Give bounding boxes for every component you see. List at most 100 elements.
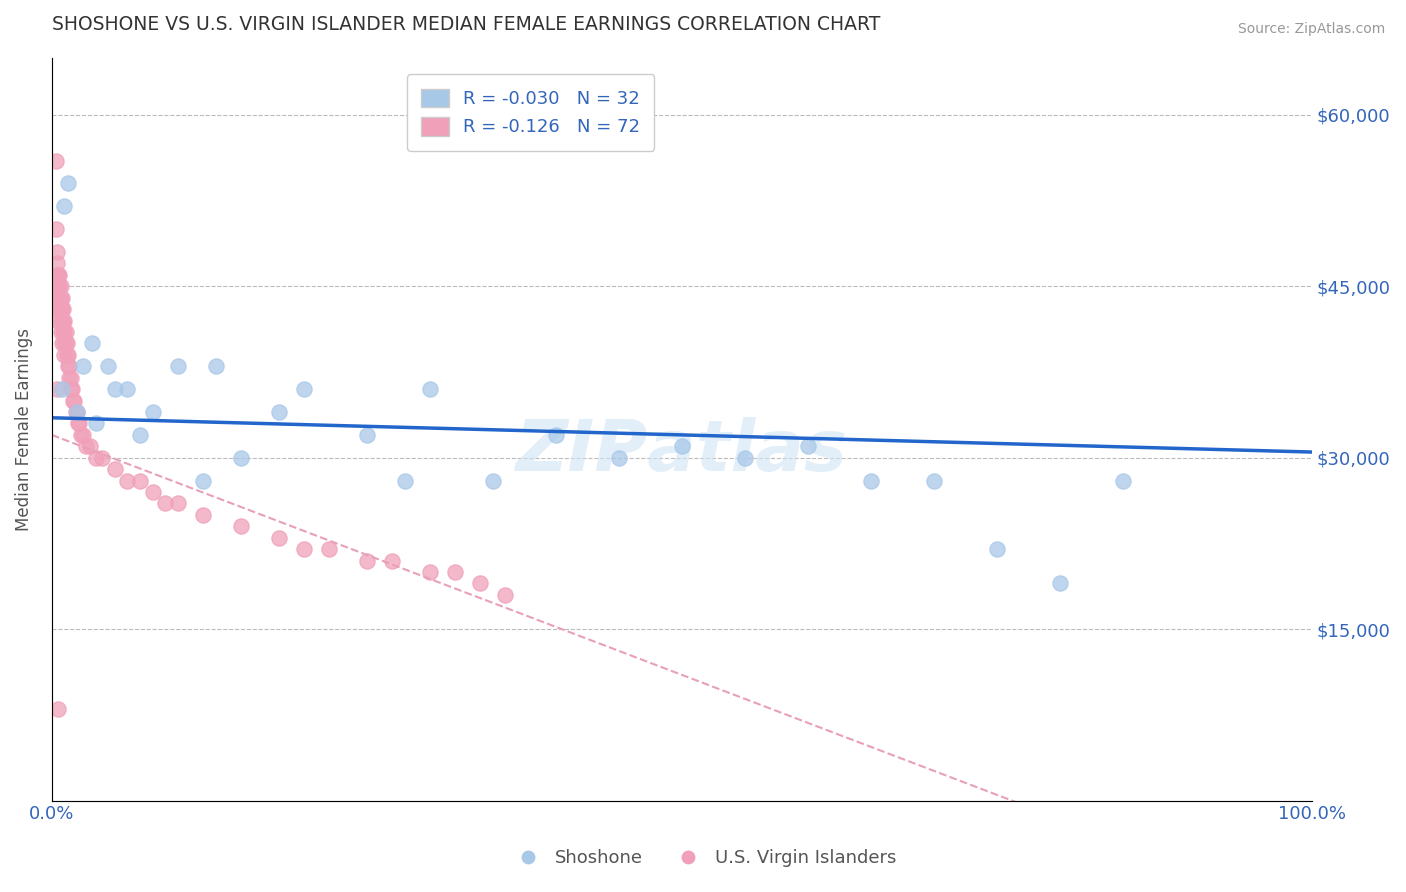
- Point: [46, 302, 69, 317]
- Point: [46, 268, 69, 282]
- Point: [671, 439, 693, 453]
- Point: [60, 382, 83, 396]
- Point: [444, 565, 467, 579]
- Point: [46, 702, 69, 716]
- Point: [65, 405, 87, 419]
- Text: SHOSHONE VS U.S. VIRGIN ISLANDER MEDIAN FEMALE EARNINGS CORRELATION CHART: SHOSHONE VS U.S. VIRGIN ISLANDER MEDIAN …: [52, 15, 880, 34]
- Legend: Shoshone, U.S. Virgin Islanders: Shoshone, U.S. Virgin Islanders: [502, 842, 904, 874]
- Point: [59, 371, 82, 385]
- Point: [859, 474, 882, 488]
- Point: [55, 336, 77, 351]
- Point: [69, 428, 91, 442]
- Point: [470, 576, 492, 591]
- Point: [45, 245, 67, 260]
- Text: Source: ZipAtlas.com: Source: ZipAtlas.com: [1237, 22, 1385, 37]
- Point: [46, 313, 69, 327]
- Point: [49, 325, 72, 339]
- Point: [53, 313, 76, 327]
- Legend: R = -0.030   N = 32, R = -0.126   N = 72: R = -0.030 N = 32, R = -0.126 N = 72: [406, 74, 654, 151]
- Point: [52, 313, 75, 327]
- Point: [48, 268, 70, 282]
- Point: [46, 279, 69, 293]
- Point: [80, 336, 103, 351]
- Point: [104, 382, 127, 396]
- Point: [922, 474, 945, 488]
- Point: [229, 519, 252, 533]
- Point: [544, 428, 567, 442]
- Point: [49, 302, 72, 317]
- Point: [72, 359, 94, 374]
- Point: [117, 382, 139, 396]
- Point: [97, 359, 120, 374]
- Point: [48, 279, 70, 293]
- Point: [51, 336, 73, 351]
- Point: [45, 256, 67, 270]
- Point: [53, 336, 76, 351]
- Point: [292, 382, 315, 396]
- Point: [67, 417, 90, 431]
- Point: [56, 348, 79, 362]
- Point: [49, 313, 72, 327]
- Point: [1049, 576, 1071, 591]
- Point: [204, 359, 226, 374]
- Point: [58, 371, 80, 385]
- Point: [129, 428, 152, 442]
- Point: [53, 348, 76, 362]
- Point: [52, 325, 75, 339]
- Point: [153, 496, 176, 510]
- Point: [267, 405, 290, 419]
- Point: [63, 393, 86, 408]
- Point: [166, 359, 188, 374]
- Point: [117, 474, 139, 488]
- Point: [53, 325, 76, 339]
- Point: [72, 428, 94, 442]
- Point: [356, 428, 378, 442]
- Point: [129, 474, 152, 488]
- Point: [56, 336, 79, 351]
- Point: [66, 405, 89, 419]
- Point: [51, 313, 73, 327]
- Text: ZIP​atlas: ZIP​atlas: [516, 417, 848, 486]
- Point: [62, 393, 84, 408]
- Point: [419, 565, 441, 579]
- Point: [91, 450, 114, 465]
- Point: [986, 542, 1008, 557]
- Point: [45, 268, 67, 282]
- Point: [191, 474, 214, 488]
- Point: [48, 291, 70, 305]
- Point: [53, 199, 76, 213]
- Point: [267, 531, 290, 545]
- Point: [79, 439, 101, 453]
- Point: [56, 359, 79, 374]
- Point: [84, 417, 107, 431]
- Point: [142, 485, 165, 500]
- Point: [142, 405, 165, 419]
- Point: [56, 348, 79, 362]
- Point: [318, 542, 340, 557]
- Point: [46, 291, 69, 305]
- Point: [607, 450, 630, 465]
- Point: [495, 588, 517, 602]
- Point: [419, 382, 441, 396]
- Point: [51, 302, 73, 317]
- Point: [45, 382, 67, 396]
- Point: [292, 542, 315, 557]
- Point: [51, 291, 73, 305]
- Point: [84, 450, 107, 465]
- Point: [69, 417, 91, 431]
- Point: [49, 291, 72, 305]
- Y-axis label: Median Female Earnings: Median Female Earnings: [15, 327, 32, 531]
- Point: [482, 474, 505, 488]
- Point: [734, 450, 756, 465]
- Point: [394, 474, 416, 488]
- Point: [56, 177, 79, 191]
- Point: [1112, 474, 1135, 488]
- Point: [381, 554, 404, 568]
- Point: [59, 382, 82, 396]
- Point: [55, 325, 77, 339]
- Point: [191, 508, 214, 522]
- Point: [229, 450, 252, 465]
- Point: [51, 382, 73, 396]
- Point: [58, 359, 80, 374]
- Point: [66, 405, 89, 419]
